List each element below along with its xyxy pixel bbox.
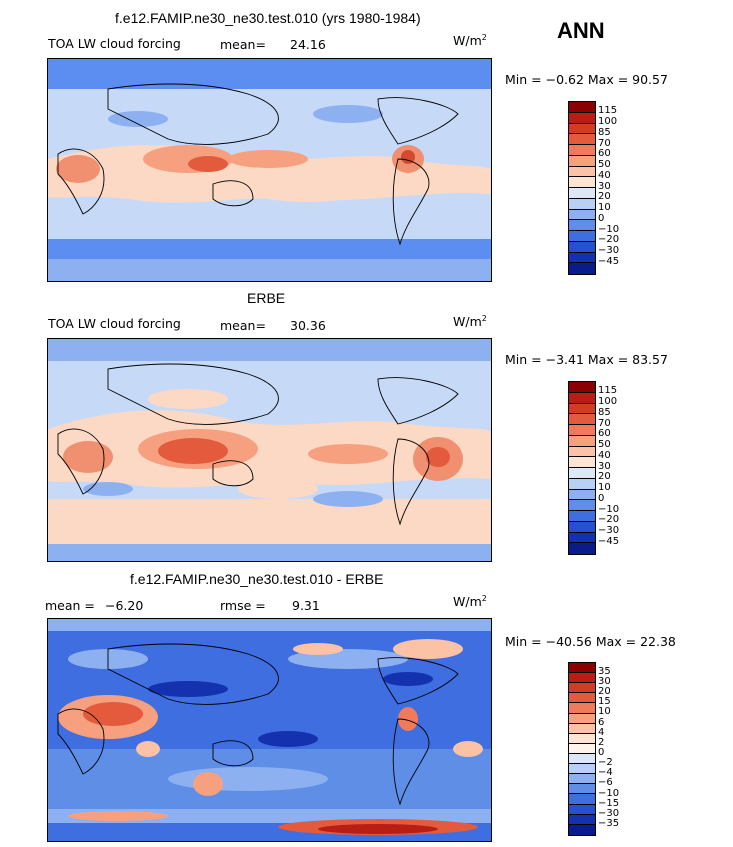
panel1-map [47,58,492,282]
panel3-tick: 10 [598,706,611,717]
panel1-tick: 100 [598,116,618,127]
panel2-colorbar-ticks: 115 100 85 70 60 50 40 30 20 10 0 −10 −2… [598,381,638,553]
panel1-tick: 10 [598,202,611,213]
panel2-tick: −45 [598,536,620,547]
panel3-tick: 15 [598,696,611,707]
panel3-rmse-label: rmse = [220,598,266,613]
panel3-tick: −6 [598,777,613,788]
panel3-minmax: Min = −40.56 Max = 22.38 [505,634,676,649]
panel1-tick: 30 [598,181,611,192]
panel3-tick: −4 [598,767,613,778]
panel1-tick: 50 [598,159,611,170]
panel3-mean-label: mean = [45,598,95,613]
panel3-rmse-value: 9.31 [292,598,320,613]
panel3-tick: 0 [598,747,605,758]
panel2-units: W/m2 [453,314,487,330]
panel2-field-label: TOA LW cloud forcing [48,316,181,331]
panel2-mean-value: 30.36 [290,318,326,333]
panel3-colorbar [568,662,596,836]
panel2-colorbar [568,381,596,555]
panel1-tick: 0 [598,213,605,224]
panel2-tick: 30 [598,461,611,472]
panel2-title: ERBE [247,290,286,306]
panel3-tick: 35 [598,666,611,677]
panel3-title: f.e12.FAMIP.ne30_ne30.test.010 - ERBE [130,571,384,587]
panel2-tick: −20 [598,514,620,525]
panel1-tick: 85 [598,127,611,138]
panel3-tick: 6 [598,717,605,728]
panel1-tick: 60 [598,148,611,159]
panel2-tick: 85 [598,407,611,418]
panel2-tick: 60 [598,428,611,439]
panel2-map [47,338,492,562]
panel3-tick: 4 [598,727,605,738]
panel1-units: W/m2 [453,33,487,49]
panel1-field-label: TOA LW cloud forcing [48,36,181,51]
panel1-tick: −30 [598,245,620,256]
panel3-map [47,618,492,842]
panel1-mean-label: mean= [220,37,266,52]
panel2-tick: −10 [598,504,620,515]
panel1-tick: 20 [598,191,611,202]
panel2-tick: 10 [598,482,611,493]
panel1-tick: 115 [598,105,618,116]
panel3-tick: 20 [598,686,611,697]
panel1-minmax: Min = −0.62 Max = 90.57 [505,72,668,87]
panel3-colorbar-ticks: 35 30 20 15 10 6 4 2 0 −2 −4 −6 −10 −15 … [598,662,638,834]
panel2-tick: 70 [598,418,611,429]
panel2-tick: 100 [598,396,618,407]
panel1-tick: −10 [598,224,620,235]
panel2-tick: −30 [598,525,620,536]
panel3-units: W/m2 [453,594,487,610]
panel2-tick: 50 [598,439,611,450]
panel1-tick: 70 [598,138,611,149]
panel3-tick: 2 [598,737,605,748]
panel1-colorbar [568,101,596,275]
panel3-tick: −10 [598,788,620,799]
panel3-mean-value: −6.20 [105,598,144,613]
panel2-mean-label: mean= [220,318,266,333]
panel2-tick: 20 [598,471,611,482]
panel3-tick: −30 [598,808,620,819]
panel1-title: f.e12.FAMIP.ne30_ne30.test.010 (yrs 1980… [115,10,421,26]
panel1-tick: −20 [598,234,620,245]
panel1-tick: −45 [598,256,620,267]
panel3-tick: 30 [598,676,611,687]
panel3-tick: −35 [598,818,620,829]
panel2-tick: 115 [598,385,618,396]
season-label: ANN [557,18,605,43]
panel2-tick: 0 [598,493,605,504]
panel2-tick: 40 [598,450,611,461]
panel1-tick: 40 [598,170,611,181]
panel1-mean-value: 24.16 [290,37,326,52]
panel3-tick: −2 [598,757,613,768]
panel2-minmax: Min = −3.41 Max = 83.57 [505,352,668,367]
panel3-tick: −15 [598,798,620,809]
panel1-colorbar-ticks: 115 100 85 70 60 50 40 30 20 10 0 −10 −2… [598,101,638,273]
